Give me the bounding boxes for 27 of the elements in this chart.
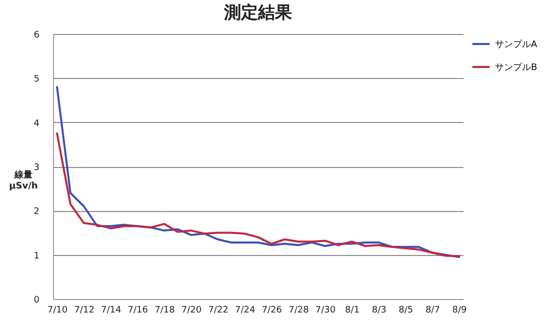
x-tick-label: 7/26 [262,306,282,316]
x-tick-label: 8/1 [345,306,360,316]
x-tick-label: 7/24 [234,306,256,316]
legend-label: サンプルB [495,62,538,73]
y-tick-label: 0 [34,296,40,306]
x-tick-label: 7/18 [154,306,176,316]
x-tick-label: 8/5 [398,306,414,316]
x-tick-label: 8/7 [425,306,440,316]
y-tick-label: 6 [34,30,40,40]
x-tick-label: 7/28 [288,306,310,316]
line-series [56,86,460,258]
line-series [56,132,460,258]
x-tick-label: 7/22 [208,306,228,316]
y-tick-label: 4 [34,118,40,129]
x-tick-label: 7/12 [74,306,94,316]
x-tick-label: 7/14 [101,306,122,316]
x-tick-label: 7/20 [181,306,202,316]
x-tick-label: 7/10 [47,306,68,316]
chart-title: 測定結果 [223,3,293,23]
y-tick-label: 2 [34,207,40,218]
x-tick-label: 7/30 [315,306,336,316]
x-tick-label: 7/16 [128,306,148,316]
x-tick-label: 8/3 [372,306,386,316]
x-tick-label: 8/9 [452,306,467,316]
legend-label: サンプルA [495,39,538,50]
y-tick-label: 1 [34,251,40,262]
y-tick-label: 5 [34,74,40,85]
